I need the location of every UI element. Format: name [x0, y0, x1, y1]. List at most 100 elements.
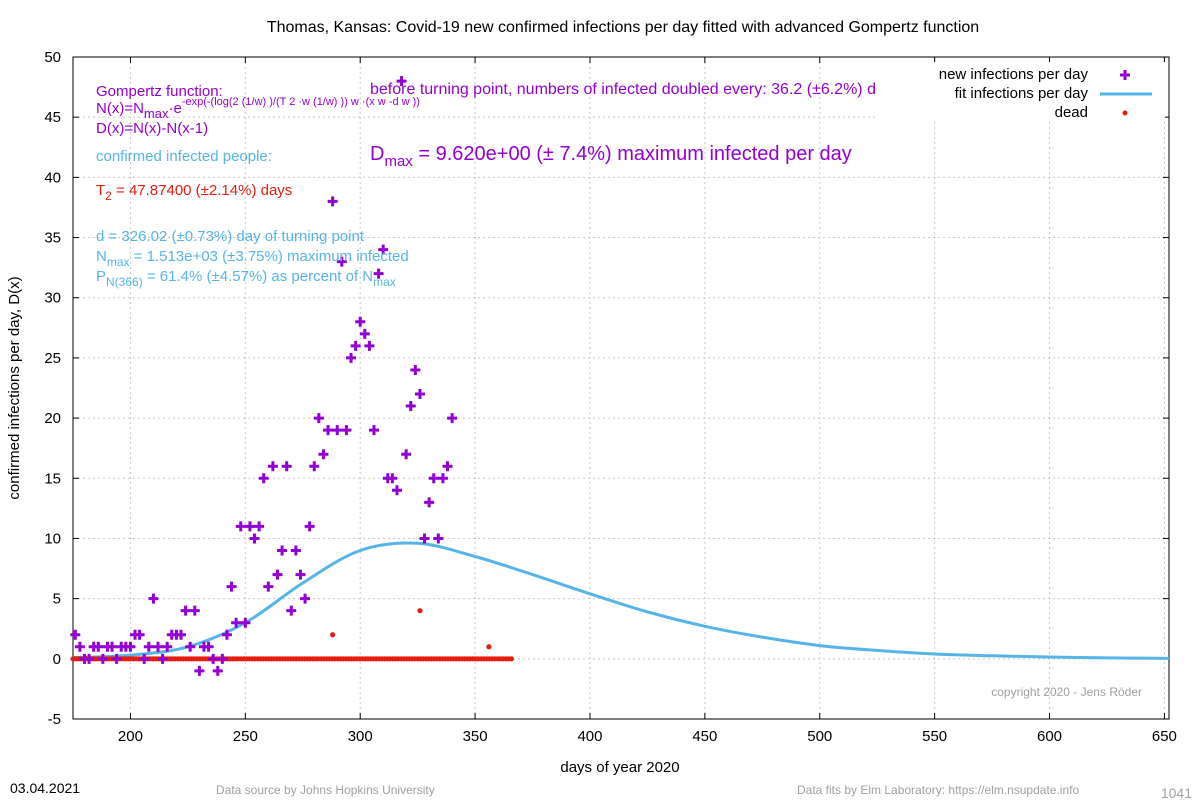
- fit-curve: [72, 541, 1170, 660]
- legend-label-dead: dead: [1055, 104, 1088, 121]
- t2-a: T: [96, 182, 105, 199]
- dmax-note: Dmax = 9.620e+00 (± 7.4%) maximum infect…: [370, 143, 852, 170]
- infection-point: [387, 473, 398, 484]
- infection-point: [313, 413, 324, 424]
- dmax-a: D: [370, 143, 384, 165]
- infection-point: [194, 665, 205, 676]
- infection-point: [272, 569, 283, 580]
- t2-sub: 2: [105, 189, 112, 203]
- infection-point: [148, 593, 159, 604]
- infection-point: [442, 461, 453, 472]
- legend-label-fit: fit infections per day: [955, 85, 1089, 102]
- dmax-sub: max: [384, 153, 413, 170]
- y-tick-label: 15: [44, 470, 61, 487]
- footer-date: 03.04.2021: [10, 780, 80, 796]
- infection-point: [277, 545, 288, 556]
- legend-bg: [875, 62, 1165, 120]
- infection-point: [111, 653, 122, 664]
- infection-point: [368, 425, 379, 436]
- y-tick-label: -5: [48, 711, 61, 728]
- infection-points-group: [70, 76, 458, 676]
- formula-dx: D(x)=N(x)-N(x-1): [96, 120, 208, 137]
- nmax-a: N: [96, 248, 107, 265]
- infection-point: [332, 425, 343, 436]
- infection-point: [263, 581, 274, 592]
- x-tick-label: 600: [1037, 728, 1062, 745]
- infection-point: [391, 485, 402, 496]
- footer-fits: Data fits by Elm Laboratory: https://elm…: [797, 783, 1079, 797]
- infection-point: [346, 352, 357, 363]
- plot-frame: [72, 56, 1170, 720]
- infection-point: [424, 497, 435, 508]
- infection-point: [185, 641, 196, 652]
- x-tick-label: 500: [807, 728, 832, 745]
- infection-point: [267, 461, 278, 472]
- y-tick-label: 25: [44, 350, 61, 367]
- infection-point: [153, 641, 164, 652]
- infection-point: [143, 641, 154, 652]
- infection-point: [396, 76, 407, 87]
- nmax-b: = 1.513e+03 (±3.75%) maximum infected: [130, 248, 409, 265]
- chart-title: Thomas, Kansas: Covid-19 new confirmed i…: [267, 19, 979, 36]
- infection-point: [336, 256, 347, 267]
- copyright-note: copyright 2020 - Jens Röder: [991, 685, 1142, 699]
- infection-point: [180, 605, 191, 616]
- x-tick-label: 650: [1152, 728, 1177, 745]
- y-tick-label: 50: [44, 49, 61, 66]
- infection-point: [405, 401, 416, 412]
- infection-point: [414, 389, 425, 400]
- infection-point: [295, 569, 306, 580]
- infection-point: [93, 641, 104, 652]
- y-tick-label: 10: [44, 530, 61, 547]
- infection-point: [134, 629, 145, 640]
- infection-point: [350, 340, 361, 351]
- infection-point: [323, 425, 334, 436]
- infection-point: [419, 533, 430, 544]
- infection-point: [378, 244, 389, 255]
- dmax-b: = 9.620e+00 (± 7.4%) maximum infected pe…: [413, 143, 852, 165]
- footer-source: Data source by Johns Hopkins University: [216, 783, 435, 797]
- x-tick-label: 350: [463, 728, 488, 745]
- pn-sub2: max: [373, 275, 396, 289]
- x-tick-label: 400: [577, 728, 602, 745]
- y-tick-label: 40: [44, 169, 61, 186]
- infection-point: [235, 521, 246, 532]
- y-axis-ticks: -5 0 5 10 15 20 25 30 35 40 45 50: [44, 49, 1169, 728]
- pn-b: = 61.4% (±4.57%) as percent of N: [143, 268, 373, 285]
- dead-point: [486, 644, 492, 650]
- infection-point: [74, 641, 85, 652]
- infection-point: [286, 605, 297, 616]
- infection-point: [428, 473, 439, 484]
- t2-note: T2 = 47.87400 (±2.14%) days: [96, 182, 292, 203]
- y-tick-label: 0: [53, 651, 61, 668]
- infection-point: [373, 268, 384, 279]
- infection-point: [84, 653, 95, 664]
- annotations: Gompertz function: before turning point,…: [96, 81, 1142, 699]
- x-tick-label: 200: [118, 728, 143, 745]
- infection-point: [254, 521, 265, 532]
- infection-point: [341, 425, 352, 436]
- infection-point: [157, 653, 168, 664]
- infection-point: [217, 653, 228, 664]
- x-axis-ticks: 200 250 300 350 400 450 500 550 600 650: [118, 57, 1177, 745]
- legend-swatch-infections: [1120, 70, 1130, 80]
- infection-point: [139, 653, 150, 664]
- infection-point: [327, 196, 338, 207]
- legend: new infections per day fit infections pe…: [875, 62, 1165, 121]
- y-tick-label: 30: [44, 290, 61, 307]
- dead-point: [508, 656, 514, 662]
- infection-point: [433, 533, 444, 544]
- infection-point: [208, 653, 219, 664]
- footer-number: 1041: [1161, 785, 1192, 800]
- infection-point: [175, 629, 186, 640]
- grid: [73, 56, 1169, 720]
- infection-point: [70, 629, 81, 640]
- x-tick-label: 550: [922, 728, 947, 745]
- formula-nx: N(x)=Nmax·e-exp(-(log(2 (1/w) )/(T 2 ·w …: [96, 96, 420, 121]
- fit-curve-group: [72, 541, 1170, 660]
- infection-point: [447, 413, 458, 424]
- infection-point: [226, 581, 237, 592]
- infection-point: [309, 461, 320, 472]
- x-tick-label: 250: [233, 728, 258, 745]
